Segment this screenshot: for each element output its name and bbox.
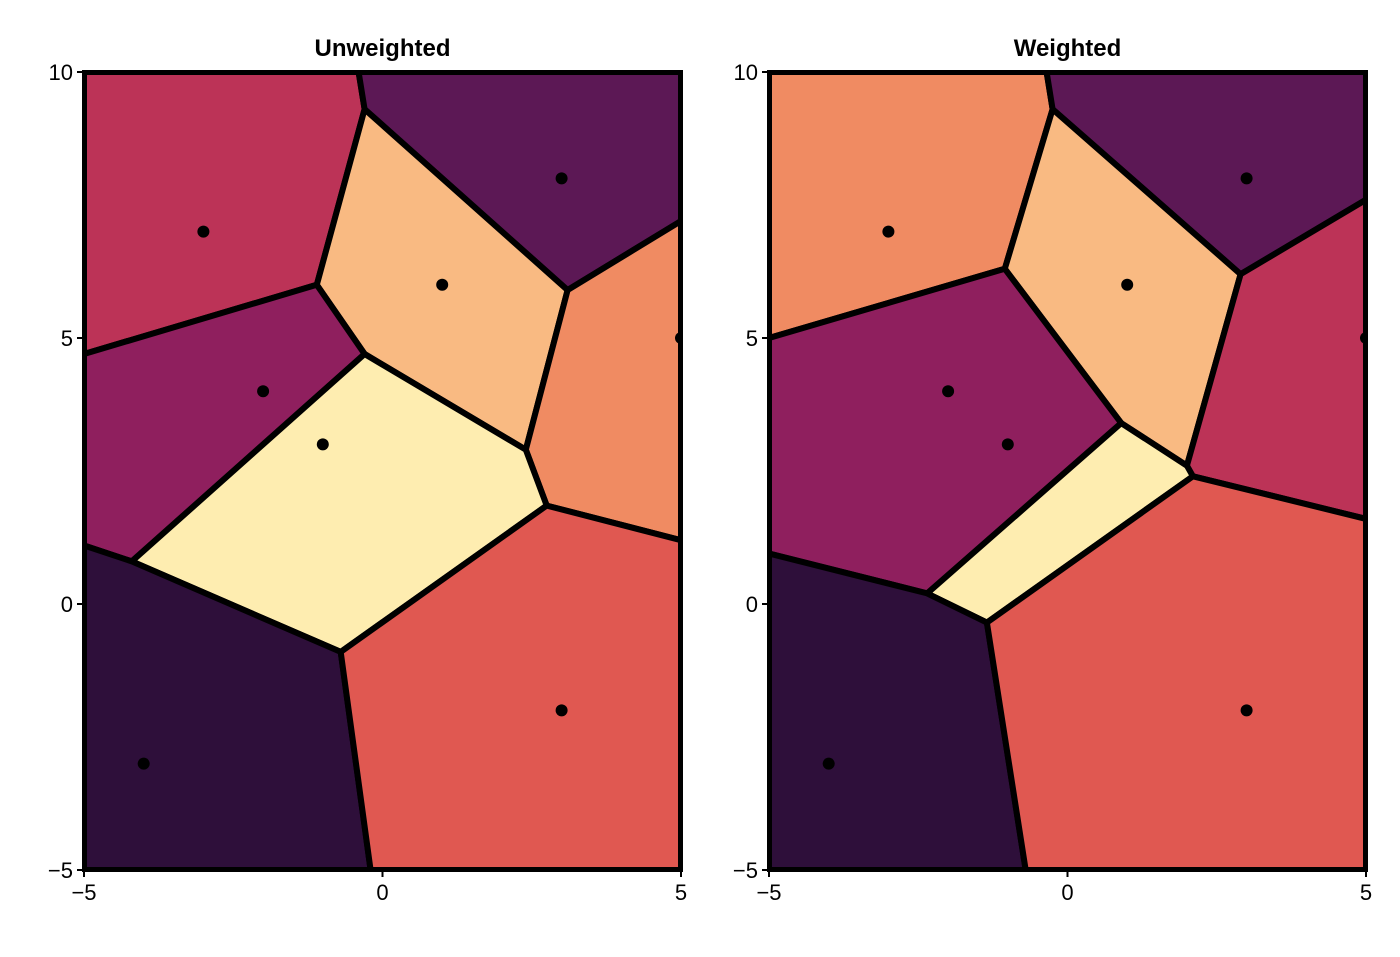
plot-area [84, 72, 681, 870]
panel-unweighted: Unweighted −5 0 5 −5 0 5 10 [48, 35, 687, 905]
x-tick-label: 0 [376, 880, 388, 905]
x-tick-label: −5 [71, 880, 96, 905]
site-point-0 [882, 225, 895, 238]
y-tick-label: 5 [61, 326, 73, 351]
site-point-6 [137, 757, 150, 770]
panel-weighted: Weighted −5 0 5 −5 0 5 10 [733, 35, 1372, 905]
x-tick-label: 0 [1061, 880, 1073, 905]
site-point-4 [1001, 438, 1014, 451]
x-tick-label: −5 [756, 880, 781, 905]
x-tick-label: 5 [675, 880, 687, 905]
panel-title: Weighted [1014, 35, 1122, 62]
plot-area [769, 72, 1366, 870]
site-point-6 [822, 757, 835, 770]
y-tick-label: 10 [734, 60, 758, 85]
site-point-2 [1121, 278, 1134, 291]
y-tick-label: 10 [49, 60, 73, 85]
site-point-4 [316, 438, 329, 451]
site-point-3 [257, 385, 270, 398]
site-point-7 [1240, 704, 1253, 717]
site-point-2 [436, 278, 449, 291]
voronoi-cell-7 [983, 473, 1366, 870]
y-tick-label: −5 [733, 858, 758, 883]
panel-title: Unweighted [315, 35, 451, 62]
y-tick-label: 0 [746, 592, 758, 617]
y-tick-label: 0 [61, 592, 73, 617]
y-tick-label: −5 [48, 858, 73, 883]
y-tick-label: 5 [746, 326, 758, 351]
x-tick-label: 5 [1360, 880, 1372, 905]
site-point-0 [197, 225, 210, 238]
voronoi-cell-7 [337, 502, 681, 870]
site-point-1 [1240, 172, 1253, 185]
site-point-7 [555, 704, 568, 717]
site-point-3 [942, 385, 955, 398]
site-point-1 [555, 172, 568, 185]
